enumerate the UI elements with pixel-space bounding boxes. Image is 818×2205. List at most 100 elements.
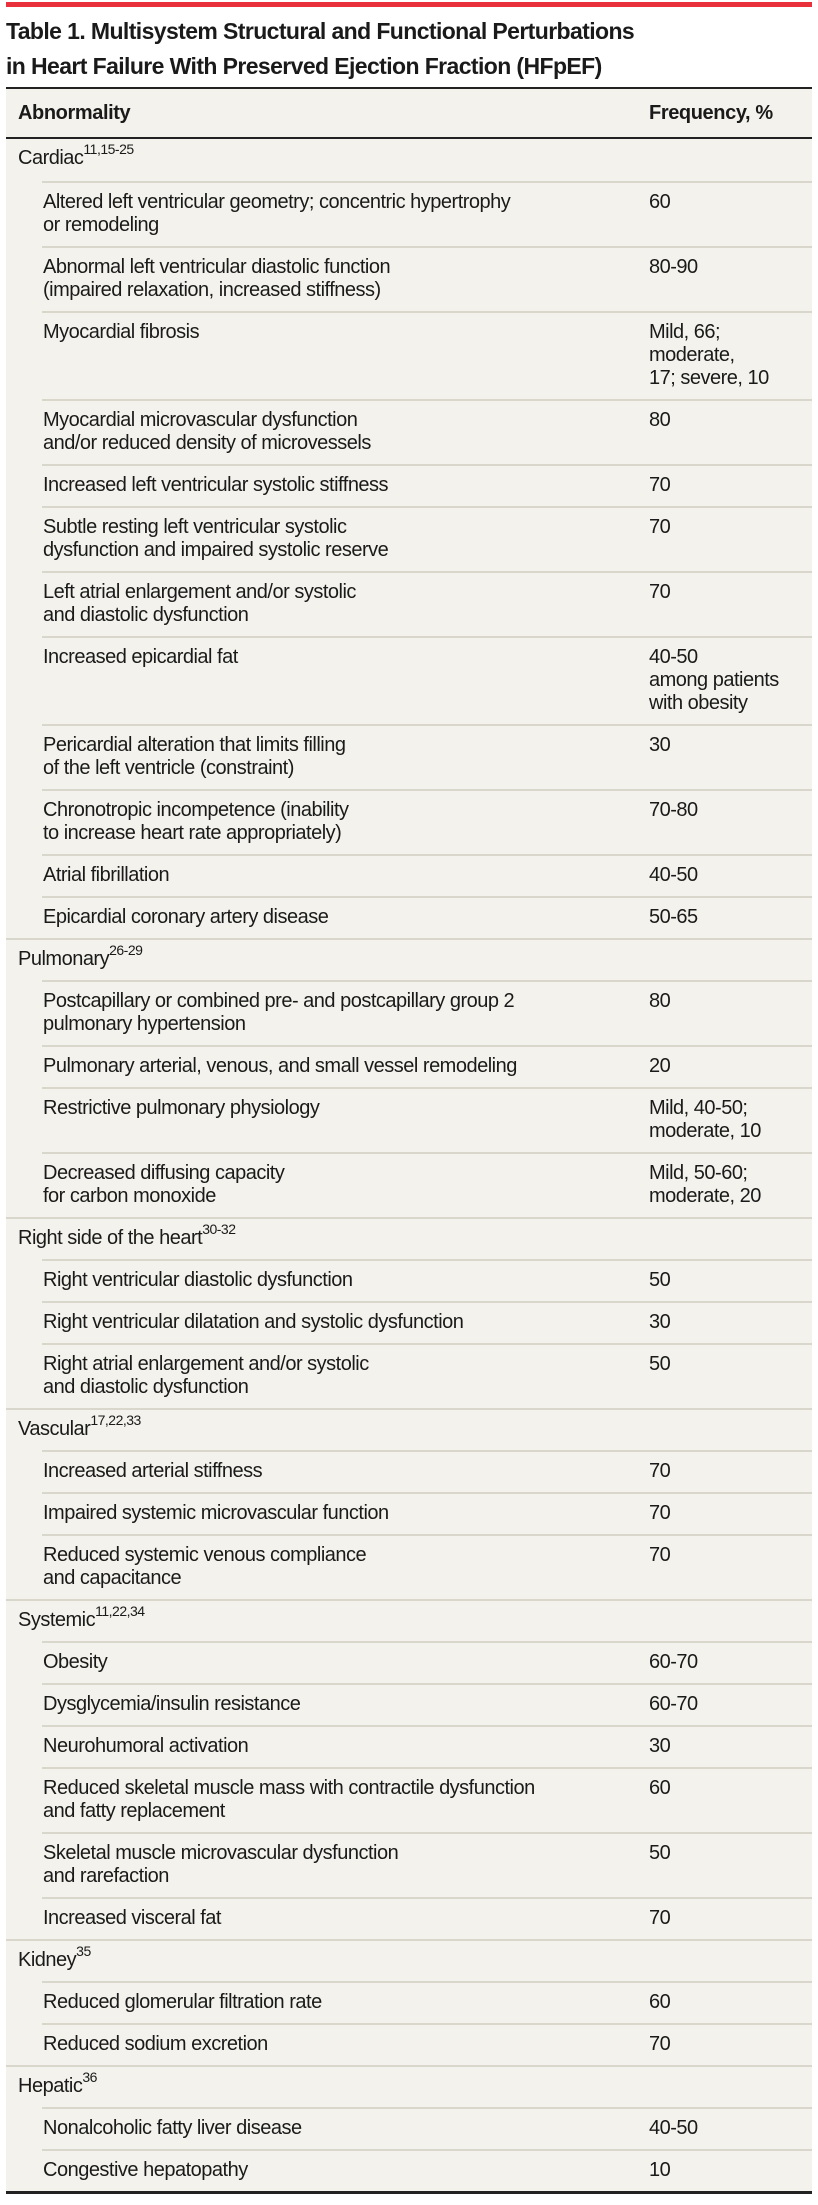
frequency-cell: 40-50: [649, 864, 698, 886]
table-row: Reduced skeletal muscle mass with contra…: [42, 1767, 812, 1832]
table-row: Chronotropic incompetence (inability to …: [42, 789, 812, 854]
table-row: Increased epicardial fat 40-50 among pati…: [42, 636, 812, 724]
perturbations-table: Abnormality Frequency, % Cardiac11,15-25…: [6, 87, 812, 2194]
frequency-cell: 60-70: [649, 1693, 698, 1715]
table-row: Reduced glomerular filtration rate 60: [42, 1981, 812, 2023]
section-name: Hepatic: [18, 2075, 83, 2097]
table-row: Myocardial microvascular dysfunction and…: [42, 399, 812, 464]
section-name: Systemic: [18, 1609, 96, 1631]
abnormality-cell: Left atrial enlargement and/or systolic …: [43, 581, 356, 626]
frequency-cell: 30: [649, 1311, 671, 1333]
table-body: Cardiac11,15-25 Altered left ventricular …: [6, 139, 812, 2191]
abnormality-cell: Pulmonary arterial, venous, and small ve…: [43, 1055, 517, 1077]
table-row: Right ventricular dilatation and systoli…: [42, 1301, 812, 1343]
table-row: Epicardial coronary artery disease 50-65: [42, 896, 812, 938]
section-label: Vascular17,22,33: [6, 1413, 141, 1450]
frequency-cell: 10: [649, 2159, 671, 2181]
section-name: Cardiac: [18, 147, 84, 169]
section-row: Systemic11,22,34: [6, 1599, 812, 1641]
frequency-cell: 80: [649, 990, 671, 1012]
abnormality-cell: Postcapillary or combined pre- and postc…: [43, 990, 515, 1035]
table-row: Myocardial fibrosis Mild, 66; moderate, 1…: [42, 311, 812, 399]
header-abnormality: Abnormality: [18, 101, 131, 124]
frequency-cell: 70: [649, 516, 671, 538]
section-references: 26-29: [109, 942, 143, 959]
abnormality-cell: Abnormal left ventricular diastolic func…: [43, 256, 391, 301]
section-row: Vascular17,22,33: [6, 1408, 812, 1450]
section-label: Kidney35: [6, 1944, 91, 1981]
abnormality-cell: Increased epicardial fat: [43, 646, 238, 668]
section-references: 11,15-25: [83, 141, 134, 158]
frequency-cell: 50: [649, 1353, 671, 1375]
table-row: Nonalcoholic fatty liver disease 40-50: [42, 2107, 812, 2149]
frequency-cell: 50: [649, 1269, 671, 1291]
frequency-cell: 80: [649, 409, 671, 431]
abnormality-cell: Right atrial enlargement and/or systolic…: [43, 1353, 369, 1398]
abnormality-cell: Neurohumoral activation: [43, 1735, 249, 1757]
abnormality-cell: Pericardial alteration that limits filli…: [43, 734, 346, 779]
abnormality-cell: Skeletal muscle microvascular dysfunctio…: [43, 1842, 399, 1887]
abnormality-cell: Reduced skeletal muscle mass with contra…: [43, 1777, 535, 1822]
table-row: Skeletal muscle microvascular dysfunctio…: [42, 1832, 812, 1897]
abnormality-cell: Impaired systemic microvascular function: [43, 1502, 389, 1524]
abnormality-cell: Subtle resting left ventricular systolic…: [43, 516, 389, 561]
abnormality-cell: Myocardial microvascular dysfunction and…: [43, 409, 371, 454]
frequency-cell: 60: [649, 1991, 671, 2013]
table-title: Table 1. Multisystem Structural and Func…: [6, 14, 806, 84]
section-name: Vascular: [18, 1418, 91, 1440]
table-row: Increased arterial stiffness 70: [42, 1450, 812, 1492]
table-header: Abnormality Frequency, %: [6, 89, 812, 139]
frequency-cell: 50-65: [649, 906, 698, 928]
frequency-cell: 70-80: [649, 799, 698, 821]
section-references: 17,22,33: [90, 1412, 141, 1429]
table-row: Reduced sodium excretion 70: [42, 2023, 812, 2065]
frequency-cell: 40-50 among patients with obesity: [649, 646, 779, 714]
section-references: 30-32: [202, 1221, 236, 1238]
frequency-cell: 70: [649, 1907, 671, 1929]
abnormality-cell: Altered left ventricular geometry; conce…: [43, 191, 511, 236]
abnormality-cell: Myocardial fibrosis: [43, 321, 200, 343]
section-references: 35: [76, 1943, 91, 1960]
abnormality-cell: Restrictive pulmonary physiology: [43, 1097, 320, 1119]
table-row: Right ventricular diastolic dysfunction 5…: [42, 1259, 812, 1301]
frequency-cell: 30: [649, 734, 671, 756]
table-row: Postcapillary or combined pre- and postc…: [42, 980, 812, 1045]
abnormality-cell: Dysglycemia/insulin resistance: [43, 1693, 301, 1715]
abnormality-cell: Reduced glomerular filtration rate: [43, 1991, 322, 2013]
frequency-cell: 60: [649, 1777, 671, 1799]
frequency-cell: Mild, 50-60; moderate, 20: [649, 1162, 761, 1207]
section-references: 36: [82, 2069, 97, 2086]
frequency-cell: Mild, 66; moderate, 17; severe, 10: [649, 321, 769, 389]
header-frequency: Frequency, %: [649, 101, 773, 124]
table-row: Subtle resting left ventricular systolic…: [42, 506, 812, 571]
abnormality-cell: Reduced systemic venous compliance and c…: [43, 1544, 367, 1589]
table-row: Neurohumoral activation 30: [42, 1725, 812, 1767]
abnormality-cell: Chronotropic incompetence (inability to …: [43, 799, 349, 844]
table-row: Abnormal left ventricular diastolic func…: [42, 246, 812, 311]
table-row: Left atrial enlargement and/or systolic …: [42, 571, 812, 636]
table-row: Dysglycemia/insulin resistance 60-70: [42, 1683, 812, 1725]
table-row: Congestive hepatopathy 10: [42, 2149, 812, 2191]
abnormality-cell: Increased left ventricular systolic stif…: [43, 474, 389, 496]
section-name: Kidney: [18, 1949, 77, 1971]
frequency-cell: 60: [649, 191, 671, 213]
section-row: Cardiac11,15-25: [6, 139, 812, 181]
frequency-cell: Mild, 40-50; moderate, 10: [649, 1097, 761, 1142]
abnormality-cell: Increased visceral fat: [43, 1907, 221, 1929]
frequency-cell: 70: [649, 581, 671, 603]
section-row: Hepatic36: [6, 2065, 812, 2107]
title-line-1: Table 1. Multisystem Structural and Func…: [6, 18, 635, 44]
table-row: Decreased diffusing capacity for carbon …: [42, 1152, 812, 1217]
frequency-cell: 50: [649, 1842, 671, 1864]
abnormality-cell: Atrial fibrillation: [43, 864, 170, 886]
frequency-cell: 60-70: [649, 1651, 698, 1673]
title-line-2: in Heart Failure With Preserved Ejection…: [6, 53, 602, 79]
frequency-cell: 80-90: [649, 256, 698, 278]
section-label: Hepatic36: [6, 2070, 97, 2107]
section-row: Pulmonary26-29: [6, 938, 812, 980]
frequency-cell: 40-50: [649, 2117, 698, 2139]
abnormality-cell: Increased arterial stiffness: [43, 1460, 263, 1482]
abnormality-cell: Right ventricular diastolic dysfunction: [43, 1269, 353, 1291]
table-row: Impaired systemic microvascular function…: [42, 1492, 812, 1534]
table-row: Restrictive pulmonary physiology Mild, 40…: [42, 1087, 812, 1152]
